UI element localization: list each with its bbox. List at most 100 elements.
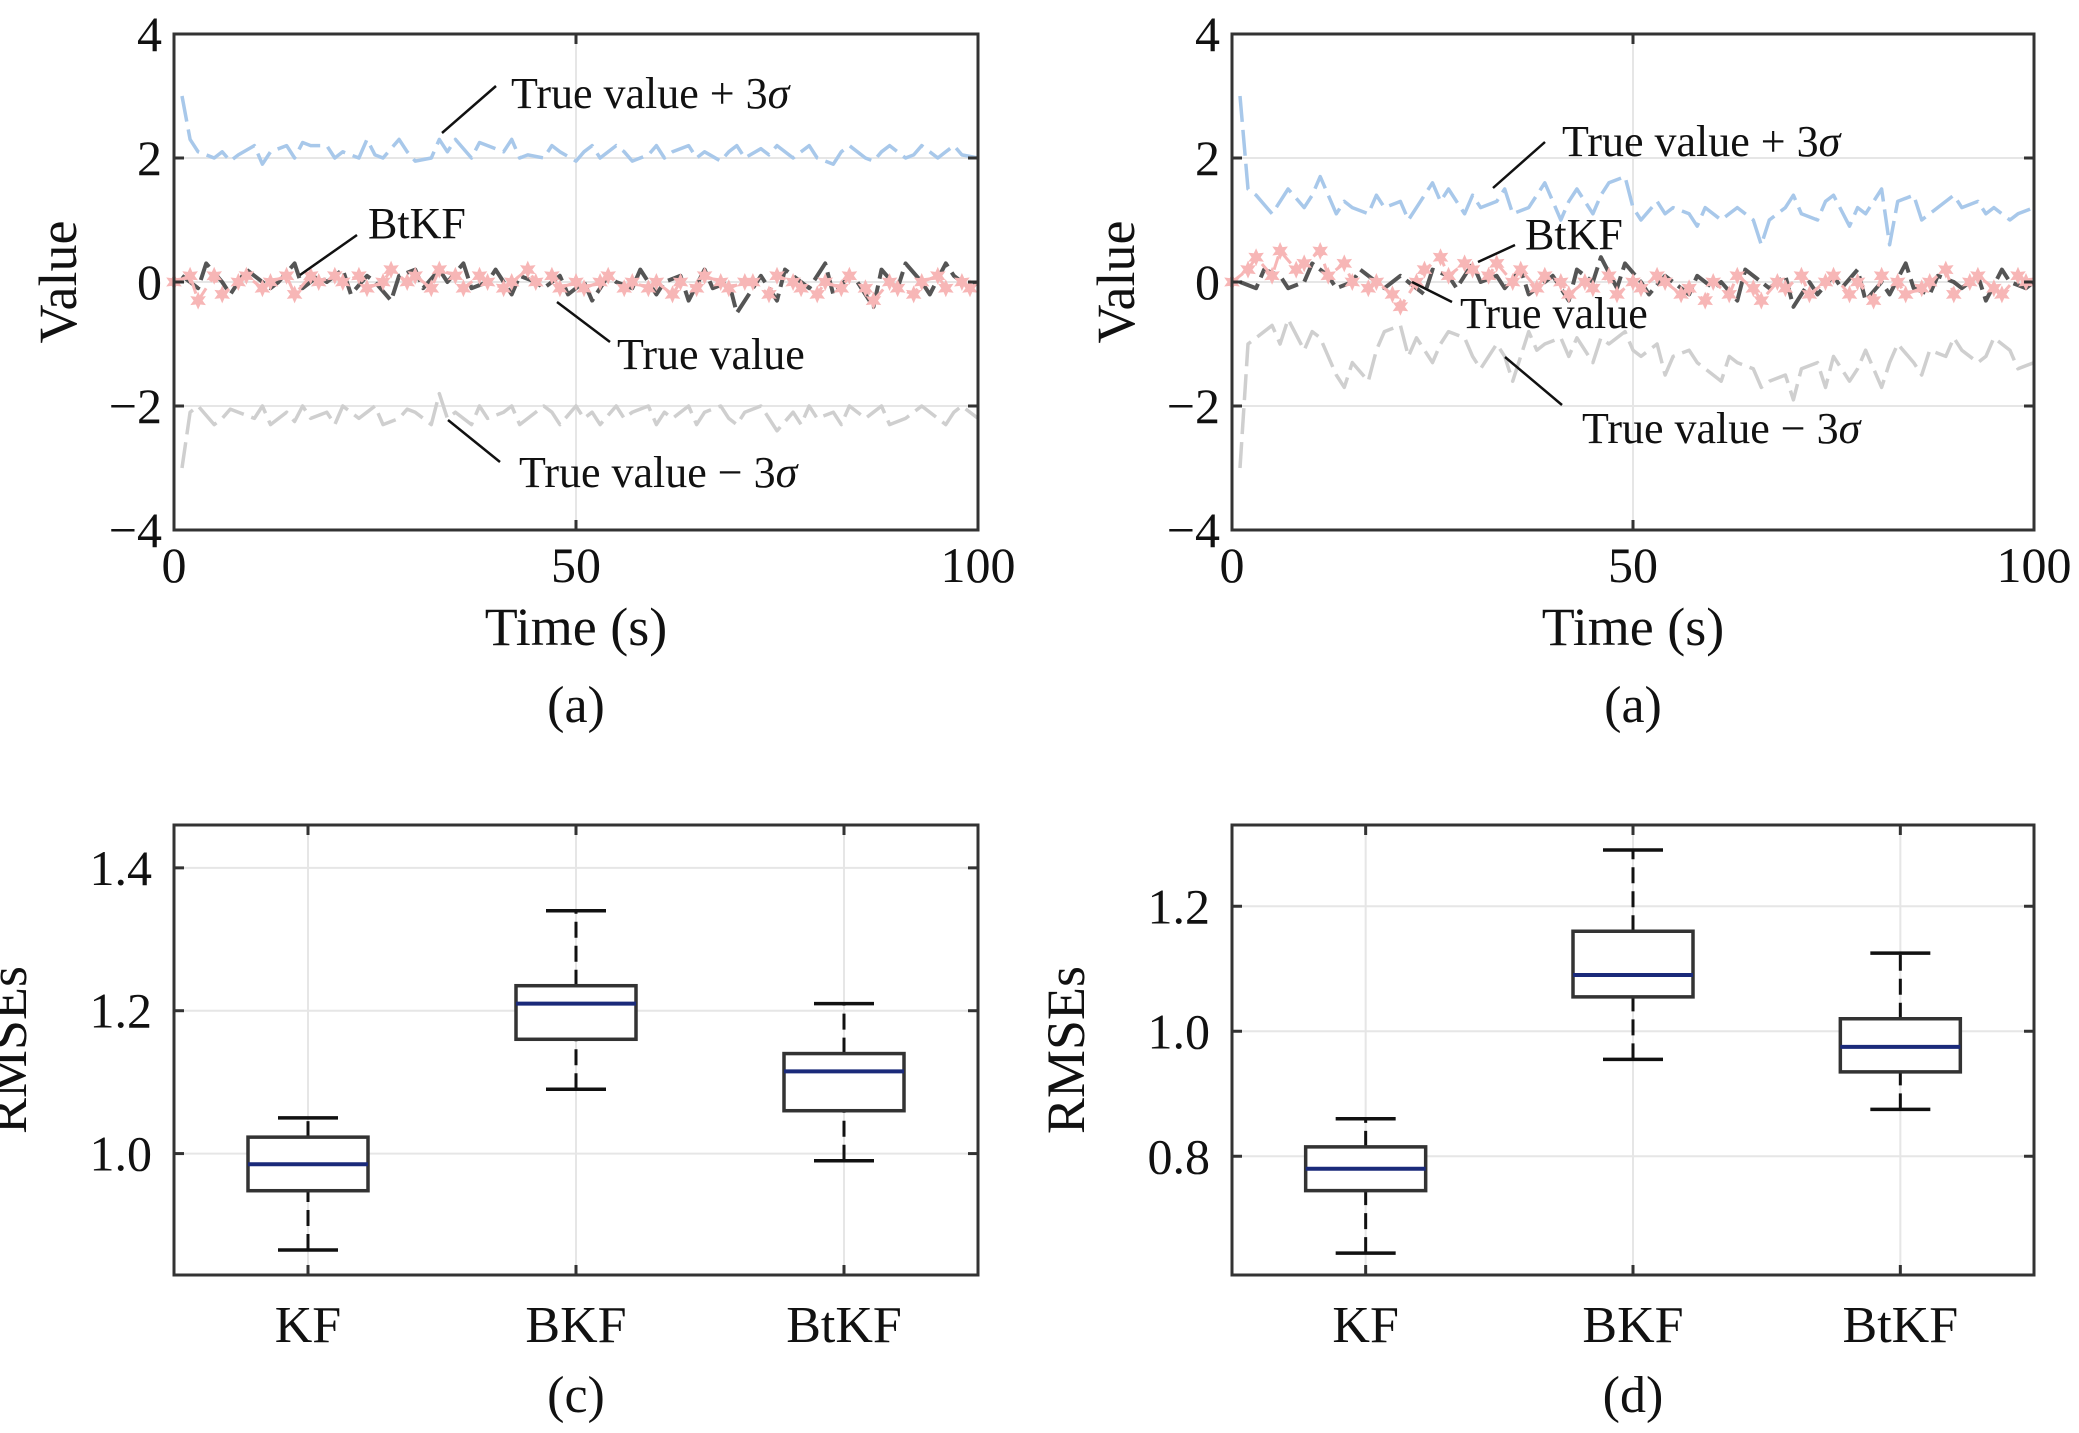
series-btkf-marker [1609,285,1625,304]
series-btkf-marker [905,285,922,304]
series-btkf-marker [672,273,689,291]
series-btkf-marker [1897,285,1914,304]
series-btkf-marker [1721,285,1737,304]
panel-caption: (a) [547,677,605,734]
y-tick-label: 1.0 [90,1126,153,1182]
x-tick-label: 0 [162,537,187,593]
series-btkf-marker [495,279,512,298]
series-btkf-marker [785,273,801,291]
series-btkf-marker [1986,279,2002,298]
y-tick-label: 1.0 [1148,1003,1211,1059]
series-btkf-marker [471,266,488,285]
series-btkf-marker [1344,273,1361,291]
panel-caption: (c) [547,1367,605,1424]
series-btkf-marker [600,266,616,285]
series-btkf-marker [1553,273,1569,291]
y-tick-label: −2 [1167,378,1220,434]
y-tick-label: −2 [109,378,162,434]
series-btkf-marker [1360,279,1377,298]
series-btkf-marker [1408,273,1425,291]
series-btkf-marker [592,273,608,291]
y-tick-label: −4 [109,502,162,558]
series-btkf-marker [1681,279,1697,298]
annotation-true: True value [1460,289,1648,338]
annotation-upper: True value + 3σ [511,69,792,118]
series-btkf-marker [1793,266,1810,285]
series-btkf-marker [544,266,560,285]
series-btkf-marker [1649,266,1665,285]
series-btkf-marker [1938,260,1954,279]
series-btkf-marker [930,266,946,285]
series-btkf-marker [1633,279,1649,298]
series-btkf-marker [962,279,978,298]
series-btkf-marker [503,273,520,291]
series-btkf-marker [262,273,279,291]
series-btkf-marker [1625,273,1641,291]
series-btkf-marker [1464,260,1481,279]
series-btkf-marker [1384,285,1401,304]
series-btkf-marker [1921,273,1938,291]
series-btkf-marker [576,279,592,298]
panel-c: KF BKF BtKF 1.0 1.2 1.4 RMSEs (c) [0,823,980,1424]
annotation-leader-line [556,301,611,343]
series-btkf-marker [1577,273,1593,291]
series-btkf-marker [1962,273,1978,291]
series-btkf-marker [793,279,809,298]
series-btkf-marker [407,266,423,285]
series-btkf-marker [616,279,632,298]
series-btkf-marker [335,273,351,291]
series-btkf-marker [1825,266,1842,285]
y-axis-label: RMSEs [1036,966,1096,1134]
annotation-leader-line [1477,243,1516,264]
x-tick-label: BKF [1582,1297,1683,1354]
series-btkf-marker [1336,254,1353,273]
series-lower-bound-line [1238,317,2035,469]
series-btkf-marker [1440,266,1457,285]
series-btkf-marker [552,279,568,298]
series-btkf-marker [1529,279,1545,298]
series-btkf-marker [1416,260,1433,279]
series-btkf-marker [528,273,544,291]
series-btkf-marker [1801,285,1818,304]
series-btkf-marker [423,279,440,298]
y-tick-label: 0 [137,254,162,310]
series-btkf-marker [1585,279,1601,298]
y-tick-label: 4 [1195,6,1220,62]
series-btkf-marker [1657,273,1673,291]
annotation-text: True value [1460,289,1648,338]
series-btkf-marker [1913,279,1930,298]
y-tick-label: 1.2 [1148,878,1211,934]
annotation-btkf: BtKF [368,199,466,248]
series-btkf-marker [688,279,705,298]
series-btkf-marker [238,266,255,285]
box-BKF [514,983,638,1042]
series-btkf-marker [1769,273,1786,291]
series-btkf-marker [310,273,327,291]
annotation-leader-line [1504,356,1563,406]
x-axis-label: Time (s) [485,597,668,657]
series-btkf-marker [889,279,906,298]
series-btkf-marker [1673,285,1689,304]
annotation-lower: True value − 3σ [1582,404,1863,453]
series-btkf-marker [455,279,472,298]
series-btkf-marker [1817,273,1834,291]
annotation-text: BtKF [1525,210,1623,259]
series-btkf-marker [833,279,850,298]
panel-caption: (d) [1603,1367,1664,1424]
series-btkf-marker [302,266,319,285]
annotation-leader-line [299,233,358,277]
series-btkf-marker [865,291,882,310]
series-btkf-marker [327,266,343,285]
series-btkf-marker [182,266,198,285]
annotation-text: True value + 3 [511,69,768,118]
series-btkf-marker [761,285,777,304]
series-btkf-marker [1272,242,1288,260]
y-tick-label: 2 [137,130,162,186]
series-btkf-marker [1745,279,1762,298]
series-btkf-marker [254,279,271,298]
series-btkf-marker [809,285,825,304]
series-btkf-marker [1561,285,1577,304]
series-btkf-marker [737,273,753,291]
x-tick-label: 100 [1997,537,2072,593]
y-axis-label: RMSEs [0,966,38,1134]
